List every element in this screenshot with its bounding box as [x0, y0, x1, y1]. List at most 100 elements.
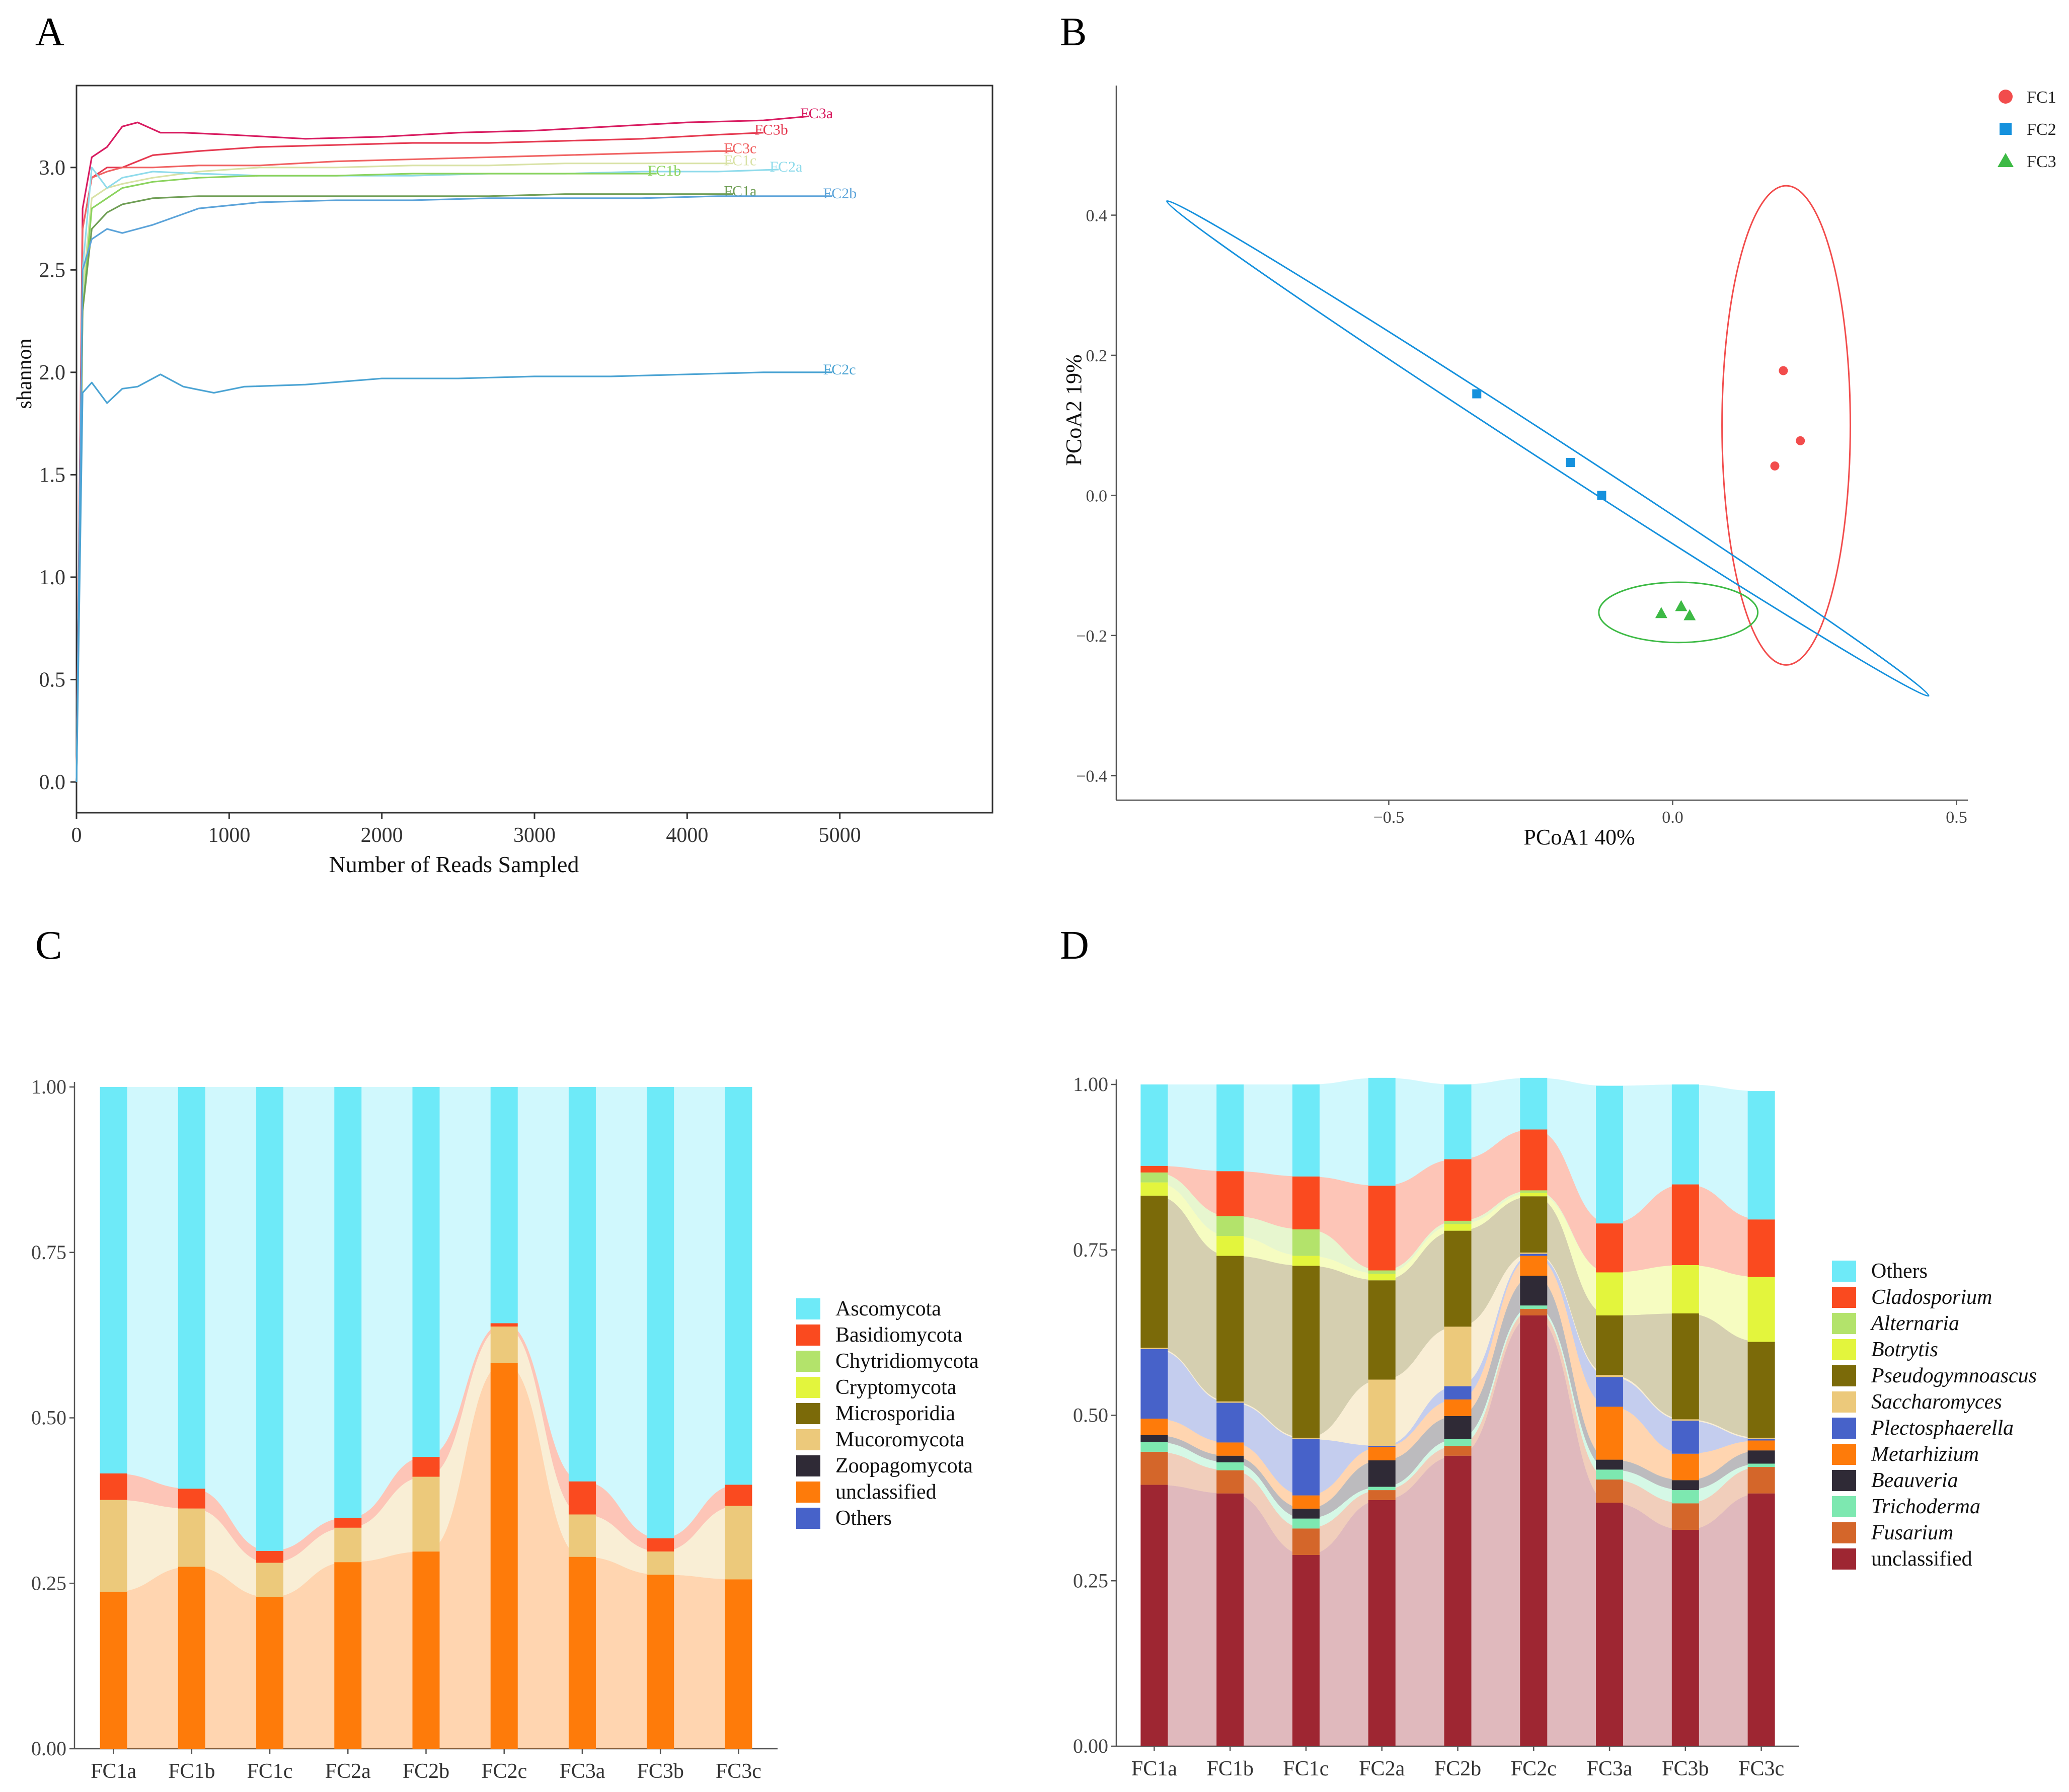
bar-others-fc3b [1671, 1084, 1699, 1185]
legend-label-beauveria: Beauveria [1871, 1469, 1958, 1492]
bar-plectosphaerella-fc1a [1140, 1349, 1168, 1419]
x-tick-label: 0.5 [1946, 808, 1967, 827]
bar-unclassified-fc1b [178, 1567, 205, 1749]
bar-mucoromycota-fc1b [178, 1508, 205, 1567]
legend-label-basidiomycota: Basidiomycota [835, 1323, 962, 1347]
bar-botrytis-fc2c [1520, 1193, 1548, 1197]
bar-others-fc2c [1520, 1077, 1548, 1130]
panel-letter-a: A [35, 10, 64, 54]
series-label-fc3a: FC3a [800, 105, 833, 122]
bar-pseudogymnoascus-fc2a [1368, 1280, 1396, 1380]
y-tick-label: 0.25 [31, 1572, 66, 1594]
x-tick-label: FC2b [403, 1760, 449, 1783]
bar-basidiomycota-fc2b [412, 1457, 440, 1477]
series-label-fc2a: FC2a [770, 159, 802, 175]
bar-metarhizium-fc1b [1216, 1442, 1244, 1456]
bar-basidiomycota-fc3b [647, 1538, 674, 1552]
bar-mucoromycota-fc3b [647, 1551, 674, 1575]
bar-metarhizium-fc2b [1444, 1399, 1472, 1416]
bar-ascomycota-fc3c [725, 1087, 752, 1485]
series-line-fc1b [75, 173, 657, 782]
bar-trichoderma-fc3c [1747, 1463, 1775, 1467]
legend-label-alternaria: Alternaria [1870, 1312, 1959, 1335]
bar-basidiomycota-fc1c [256, 1550, 284, 1563]
bar-pseudogymnoascus-fc3a [1596, 1315, 1624, 1375]
y-tick-label: 0.5 [39, 668, 66, 691]
bar-others-fc3c [1747, 1091, 1775, 1220]
bar-saccharomyces-fc2b [1444, 1327, 1472, 1386]
bar-saccharomyces-fc3b [1671, 1419, 1699, 1421]
legend-swatch-zoopagomycota [796, 1455, 820, 1476]
bar-others-fc2b [1444, 1084, 1472, 1159]
x-tick-label: FC1b [168, 1760, 215, 1783]
y-tick-label: 1.00 [31, 1075, 66, 1098]
legend-swatch-plectosphaerella [1832, 1418, 1856, 1439]
series-label-fc1b: FC1b [648, 163, 681, 179]
x-axis-label: PCoA1 40% [1523, 825, 1635, 849]
bar-trichoderma-fc2b [1444, 1439, 1472, 1446]
bar-pseudogymnoascus-fc2c [1520, 1196, 1548, 1253]
series-line-fc3c [75, 150, 733, 782]
bar-basidiomycota-fc3a [568, 1481, 596, 1515]
bar-pseudogymnoascus-fc1c [1292, 1266, 1320, 1438]
y-tick-label: 0.0 [39, 771, 66, 794]
legend-label-others: Others [835, 1507, 892, 1530]
bar-cladosporium-fc3b [1671, 1184, 1699, 1265]
legend-swatch-cryptomycota [796, 1377, 820, 1398]
bar-unclassified-fc3c [725, 1579, 752, 1749]
bar-plectosphaerella-fc3a [1596, 1377, 1624, 1407]
bar-botrytis-fc3c [1747, 1277, 1775, 1342]
series-line-fc3b [75, 132, 764, 782]
y-tick-label: 0.75 [31, 1241, 66, 1264]
y-tick-label: 2.5 [39, 259, 66, 282]
bar-metarhizium-fc3b [1671, 1453, 1699, 1481]
bar-metarhizium-fc3a [1596, 1407, 1624, 1460]
y-tick-label: 0.50 [31, 1407, 66, 1429]
bar-cladosporium-fc3a [1596, 1223, 1624, 1273]
bar-ascomycota-fc3b [647, 1087, 674, 1538]
x-tick-label: FC2c [1511, 1757, 1557, 1780]
legend-label-ascomycota: Ascomycota [835, 1297, 941, 1320]
x-tick-label: 0 [71, 824, 82, 847]
bar-unclassified-fc3a [568, 1556, 596, 1749]
y-tick-label: 2.0 [39, 361, 66, 384]
legend-label-microsporidia: Microsporidia [835, 1402, 955, 1425]
bar-alternaria-fc1c [1292, 1229, 1320, 1256]
x-tick-label: FC3c [1738, 1757, 1784, 1780]
bar-unclassified-fc3a [1596, 1503, 1624, 1746]
x-tick-label: FC2c [481, 1760, 527, 1783]
legend-label-fc1: FC1 [2027, 88, 2056, 107]
bar-trichoderma-fc1c [1292, 1518, 1320, 1529]
legend-marker-fc1 [1999, 90, 2013, 104]
bar-mucoromycota-fc2b [412, 1476, 440, 1552]
bar-others-fc1b [1216, 1084, 1244, 1172]
bar-cladosporium-fc2b [1444, 1159, 1472, 1221]
bar-mucoromycota-fc3c [725, 1506, 752, 1580]
x-tick-label: FC2b [1434, 1757, 1481, 1780]
y-tick-label: 0.2 [1086, 347, 1108, 365]
ellipse-fc2 [1166, 200, 1930, 697]
bar-unclassified-fc1b [1216, 1493, 1244, 1746]
bar-mucoromycota-fc1a [100, 1500, 127, 1592]
bar-others-fc3a [1596, 1085, 1624, 1224]
series-label-fc3b: FC3b [754, 122, 788, 138]
bar-cladosporium-fc1c [1292, 1176, 1320, 1229]
bar-pseudogymnoascus-fc1a [1140, 1195, 1168, 1348]
bar-unclassified-fc3b [1671, 1529, 1699, 1746]
legend-swatch-pseudogymnoascus [1832, 1365, 1856, 1386]
bar-cladosporium-fc1a [1140, 1165, 1168, 1173]
bar-ascomycota-fc1c [256, 1087, 284, 1551]
panel-letter-b: B [1060, 10, 1087, 54]
y-tick-label: 0.4 [1086, 207, 1108, 225]
legend-label-cladosporium: Cladosporium [1871, 1286, 1992, 1309]
x-tick-label: FC1c [1283, 1757, 1329, 1780]
y-tick-label: 1.0 [39, 566, 66, 589]
bar-beauveria-fc1c [1292, 1508, 1320, 1519]
y-tick-label: 0.25 [1073, 1569, 1108, 1592]
bar-saccharomyces-fc3c [1747, 1438, 1775, 1439]
bar-basidiomycota-fc1a [100, 1473, 127, 1500]
x-tick-label: FC3a [1587, 1757, 1633, 1780]
legend-marker-fc2 [2000, 123, 2012, 135]
x-tick-label: FC3c [716, 1760, 761, 1783]
bar-metarhizium-fc1c [1292, 1495, 1320, 1509]
